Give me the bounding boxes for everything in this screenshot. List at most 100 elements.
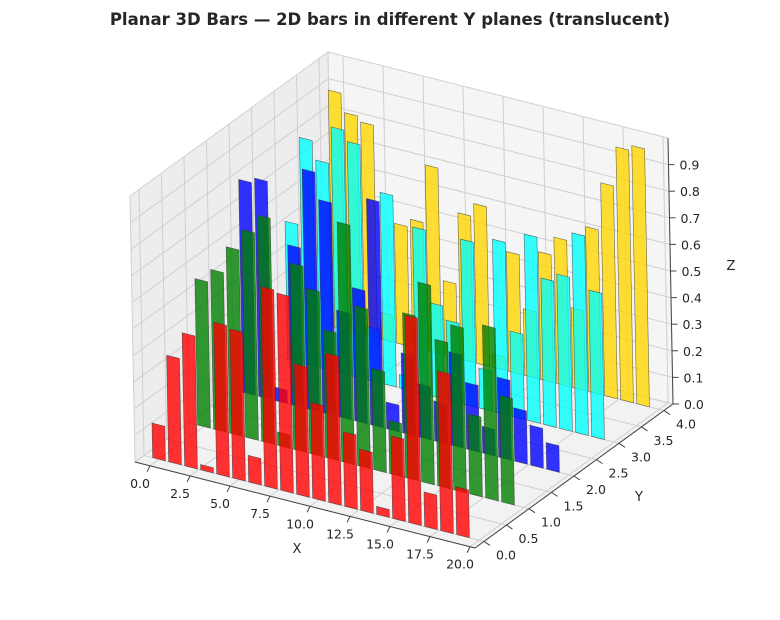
- bar-y1-x18: [482, 324, 499, 502]
- bar-y2-x17: [513, 407, 528, 465]
- x-tick-mark: [346, 516, 351, 523]
- bar-y0-x15: [390, 435, 406, 522]
- bar-y3-x18: [571, 232, 589, 436]
- bar-y0-x9: [293, 363, 310, 498]
- y-tick-mark: [551, 491, 558, 497]
- x-tick-mark: [306, 506, 311, 513]
- x-tick-mark: [186, 475, 191, 483]
- bar-y4-x19: [631, 145, 650, 408]
- x-tick-label: 15.0: [366, 537, 394, 552]
- y-tick-mark: [528, 508, 536, 514]
- z-tick-label: 0.2: [683, 344, 703, 359]
- bar-y0-x3: [200, 464, 214, 474]
- bar-y0-x6: [247, 454, 262, 486]
- x-tick-mark: [226, 485, 231, 493]
- x-axis-label: X: [293, 542, 302, 557]
- bars: [151, 89, 650, 539]
- z-tick-label: 0.3: [683, 317, 703, 332]
- grid-line-z: [328, 78, 669, 166]
- bar-y0-x0: [151, 422, 166, 462]
- bar-y0-x18: [437, 370, 454, 535]
- x-tick-mark: [386, 526, 391, 533]
- bar-y0-x5: [229, 328, 246, 482]
- y-tick-label: 2.0: [586, 482, 606, 497]
- y-tick-label: 1.0: [541, 515, 561, 530]
- bar-y3-x19: [588, 289, 605, 440]
- grid-line-z: [130, 78, 329, 224]
- grid-line-z: [131, 157, 331, 303]
- bar-y0-x1: [166, 354, 182, 466]
- chart-title: Planar 3D Bars — 2D bars in different Y …: [110, 10, 670, 29]
- z-tick-label: 0.7: [681, 211, 701, 226]
- z-tick-label: 0.6: [681, 237, 701, 252]
- y-tick-label: 4.0: [676, 417, 696, 432]
- bar-y0-x2: [181, 332, 198, 470]
- x-tick-label: 0.0: [130, 476, 150, 491]
- tick-labels: 0.02.55.07.510.012.515.017.520.00.00.51.…: [130, 137, 704, 572]
- bar-y3-x15: [523, 233, 541, 424]
- bar-y0-x4: [213, 321, 230, 478]
- x-tick-label: 2.5: [170, 486, 190, 501]
- x-tick-label: 10.0: [286, 516, 314, 531]
- bar-y0-x7: [260, 286, 278, 490]
- y-tick-label: 0.5: [519, 531, 539, 546]
- grid-line-z: [131, 131, 330, 277]
- bar-y1-x19: [499, 395, 515, 506]
- bar-y2-x18: [529, 424, 544, 469]
- z-tick-label: 0.8: [680, 184, 700, 199]
- z-tick-label: 0.5: [682, 264, 702, 279]
- bar-y3-x6: [379, 191, 397, 388]
- z-tick-label: 0.4: [682, 291, 702, 306]
- bar-y2-x19: [545, 442, 560, 473]
- y-tick-mark: [573, 475, 581, 481]
- x-tick-label: 20.0: [446, 557, 474, 572]
- bar-y0-x13: [359, 448, 374, 514]
- x-tick-label: 12.5: [326, 526, 354, 541]
- bar-y0-x16: [404, 314, 422, 527]
- y-tick-label: 3.5: [654, 433, 674, 448]
- y-tick-mark: [483, 541, 491, 546]
- bar-y0-x8: [276, 292, 294, 494]
- bar-y1-x0: [194, 278, 211, 429]
- grid-line-z: [130, 104, 330, 250]
- x-tick-mark: [146, 465, 151, 473]
- y-axis-label: Y: [634, 490, 643, 505]
- y-tick-mark: [506, 524, 513, 530]
- y-tick-mark: [618, 442, 626, 448]
- y-tick-label: 3.0: [631, 449, 651, 464]
- bar-y1-x14: [417, 281, 435, 486]
- x-tick-mark: [266, 495, 271, 503]
- z-axis-label: Z: [727, 259, 736, 274]
- x-tick-mark: [426, 536, 431, 543]
- y-tick-label: 1.5: [564, 498, 584, 513]
- bar-y1-x17: [467, 413, 483, 498]
- x-tick-label: 7.5: [250, 506, 270, 521]
- y-tick-mark: [596, 459, 603, 465]
- y-tick-label: 2.5: [609, 466, 629, 481]
- grid-line-z: [328, 104, 670, 192]
- bar-y1-x10: [354, 305, 371, 470]
- x-tick-mark: [466, 546, 471, 553]
- bar-y0-x11: [325, 352, 342, 506]
- bar-y4-x17: [600, 182, 618, 400]
- x-tick-label: 5.0: [210, 496, 230, 511]
- bar-y1-x3: [241, 229, 259, 441]
- bar-y3-x16: [540, 277, 557, 428]
- bar-y0-x14: [376, 505, 390, 518]
- y-tick-mark: [641, 426, 648, 432]
- bar-y0-x19: [455, 486, 470, 539]
- bar-y4-x18: [615, 146, 634, 404]
- bar-y0-x12: [342, 431, 358, 510]
- z-tick-label: 0.1: [684, 370, 704, 385]
- z-tick-label: 0.9: [680, 158, 700, 173]
- bar-y1-x11: [371, 367, 387, 474]
- z-tick-label: 0.0: [684, 397, 704, 412]
- x-axis-line: [134, 461, 476, 549]
- bar-y0-x17: [423, 491, 438, 531]
- x-tick-label: 17.5: [406, 547, 434, 562]
- bar-y3-x17: [556, 273, 573, 432]
- y-tick-label: 0.0: [496, 547, 516, 562]
- bar-y0-x10: [310, 401, 326, 502]
- y-tick-mark: [663, 410, 671, 415]
